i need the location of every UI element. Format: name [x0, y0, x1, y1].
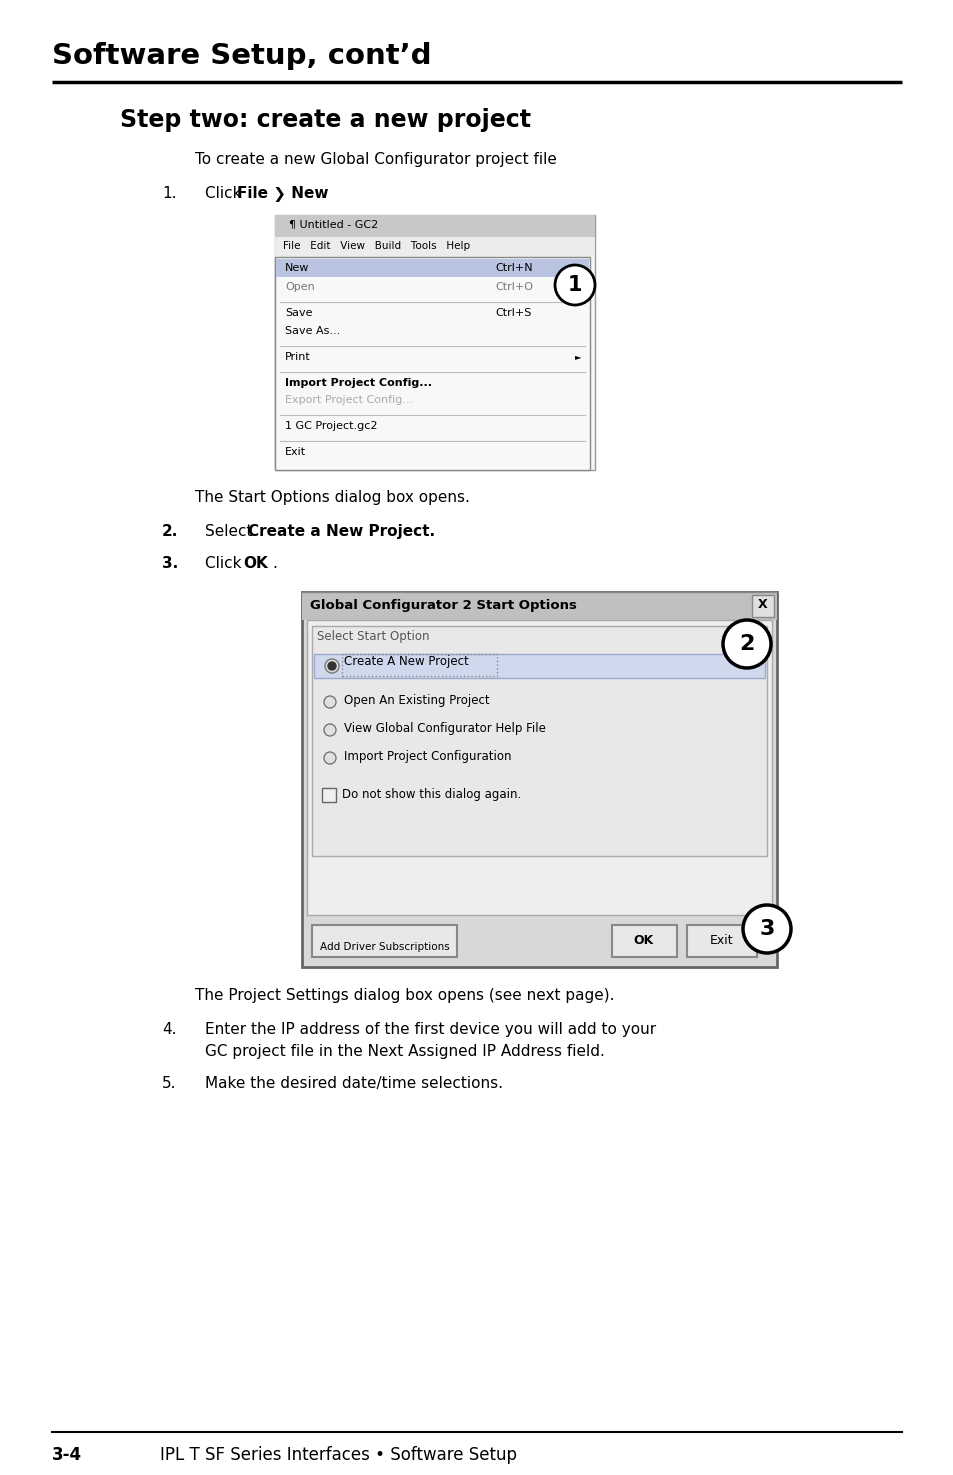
Text: Print: Print — [285, 353, 311, 361]
Text: New: New — [285, 263, 309, 273]
Text: Save As...: Save As... — [285, 326, 340, 336]
Text: Create A New Project: Create A New Project — [344, 655, 468, 668]
Text: Import Project Configuration: Import Project Configuration — [344, 749, 511, 763]
Text: ¶ Untitled - GC2: ¶ Untitled - GC2 — [289, 218, 377, 229]
Bar — [307, 620, 771, 917]
Circle shape — [324, 752, 335, 764]
Circle shape — [722, 620, 770, 668]
Text: Make the desired date/time selections.: Make the desired date/time selections. — [205, 1075, 502, 1091]
Text: 2.: 2. — [162, 524, 178, 538]
FancyBboxPatch shape — [312, 625, 766, 856]
Text: Step two: create a new project: Step two: create a new project — [120, 108, 531, 131]
Text: Exit: Exit — [285, 447, 306, 457]
Text: 3-4: 3-4 — [52, 1446, 82, 1465]
Bar — [274, 237, 595, 257]
Bar — [302, 591, 776, 620]
Text: Open: Open — [285, 282, 314, 292]
Text: IPL T SF Series Interfaces • Software Setup: IPL T SF Series Interfaces • Software Se… — [160, 1446, 517, 1465]
Text: Export Project Config...: Export Project Config... — [285, 395, 413, 406]
Text: 2: 2 — [739, 634, 754, 653]
Text: Ctrl+O: Ctrl+O — [495, 282, 533, 292]
Bar — [751, 594, 773, 617]
Text: 1: 1 — [567, 274, 581, 295]
Text: Import Project Config...: Import Project Config... — [285, 378, 432, 388]
Circle shape — [324, 724, 335, 736]
Text: Open An Existing Project: Open An Existing Project — [344, 695, 489, 707]
Text: 3.: 3. — [162, 556, 178, 571]
Text: GC project file in the Next Assigned IP Address field.: GC project file in the Next Assigned IP … — [205, 1044, 604, 1059]
Bar — [274, 215, 595, 237]
Text: X: X — [758, 597, 767, 611]
Bar — [341, 653, 497, 676]
Text: 1.: 1. — [162, 186, 176, 201]
Circle shape — [325, 659, 338, 673]
Bar — [686, 925, 757, 957]
Text: Select Start Option: Select Start Option — [316, 630, 429, 643]
Text: ►: ► — [575, 353, 581, 361]
Text: OK: OK — [633, 935, 654, 947]
Text: .: . — [319, 186, 325, 201]
Text: The Project Settings dialog box opens (see next page).: The Project Settings dialog box opens (s… — [194, 988, 614, 1003]
Bar — [302, 591, 776, 968]
Bar — [312, 925, 456, 957]
Text: File ❯ New: File ❯ New — [236, 186, 328, 202]
Circle shape — [555, 266, 595, 305]
Text: OK: OK — [243, 556, 268, 571]
Text: Do not show this dialog again.: Do not show this dialog again. — [341, 788, 520, 801]
Text: Enter the IP address of the first device you will add to your: Enter the IP address of the first device… — [205, 1022, 656, 1037]
Text: Add Driver Subscriptions: Add Driver Subscriptions — [320, 943, 450, 951]
Bar — [322, 788, 335, 802]
Text: Exit: Exit — [709, 935, 733, 947]
Text: To create a new Global Configurator project file: To create a new Global Configurator proj… — [194, 152, 557, 167]
Text: 1 GC Project.gc2: 1 GC Project.gc2 — [285, 420, 377, 431]
Text: Ctrl+S: Ctrl+S — [495, 308, 531, 319]
Circle shape — [328, 662, 335, 670]
Text: Global Configurator 2 Start Options: Global Configurator 2 Start Options — [310, 599, 577, 612]
Text: 3: 3 — [759, 919, 774, 940]
Bar — [274, 215, 595, 471]
Text: .: . — [272, 556, 276, 571]
Bar — [612, 925, 677, 957]
Text: Software Setup, cont’d: Software Setup, cont’d — [52, 41, 431, 69]
Bar — [307, 914, 771, 962]
Text: 4.: 4. — [162, 1022, 176, 1037]
Bar — [314, 653, 764, 678]
Text: Save: Save — [285, 308, 313, 319]
Text: 5.: 5. — [162, 1075, 176, 1091]
Bar — [274, 257, 589, 471]
Bar — [275, 260, 588, 277]
Circle shape — [324, 696, 335, 708]
Text: File   Edit   View   Build   Tools   Help: File Edit View Build Tools Help — [283, 240, 470, 251]
Text: The Start Options dialog box opens.: The Start Options dialog box opens. — [194, 490, 470, 504]
Text: Create a New Project.: Create a New Project. — [248, 524, 435, 538]
Circle shape — [742, 906, 790, 953]
Text: Select: Select — [205, 524, 257, 538]
Text: View Global Configurator Help File: View Global Configurator Help File — [344, 721, 545, 735]
Text: Ctrl+N: Ctrl+N — [495, 263, 532, 273]
Text: Click: Click — [205, 186, 246, 201]
Text: Click: Click — [205, 556, 246, 571]
